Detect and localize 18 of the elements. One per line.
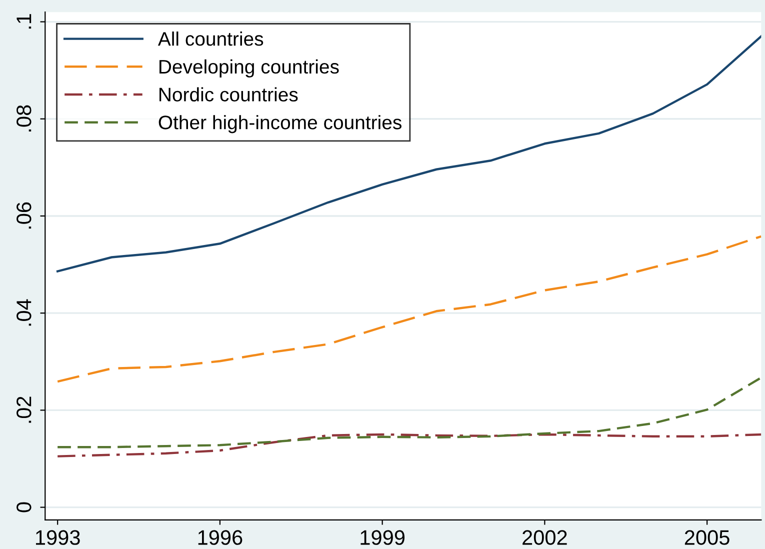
legend-label: Developing countries <box>160 59 339 78</box>
legend-label: Nordic countries <box>160 87 298 102</box>
y-tick-label: .04 <box>16 299 32 326</box>
legend-label: Other high-income countries <box>158 115 402 134</box>
y-tick-label: .02 <box>16 396 32 423</box>
y-tick-label: 0 <box>16 502 32 512</box>
x-tick-label: 1999 <box>360 530 405 545</box>
x-tick-label: 2005 <box>684 530 730 545</box>
y-tick-label: .1 <box>16 14 32 29</box>
y-tick-label: .06 <box>16 202 32 229</box>
x-tick-label: 1993 <box>36 530 80 545</box>
x-tick-label: 1996 <box>198 530 242 545</box>
line-series <box>56 376 762 448</box>
y-tick-label: .08 <box>16 105 32 132</box>
x-tick-label: 2002 <box>522 530 567 545</box>
line-series <box>56 433 762 458</box>
line-series <box>56 235 762 383</box>
legend-label: All countries <box>158 32 264 46</box>
